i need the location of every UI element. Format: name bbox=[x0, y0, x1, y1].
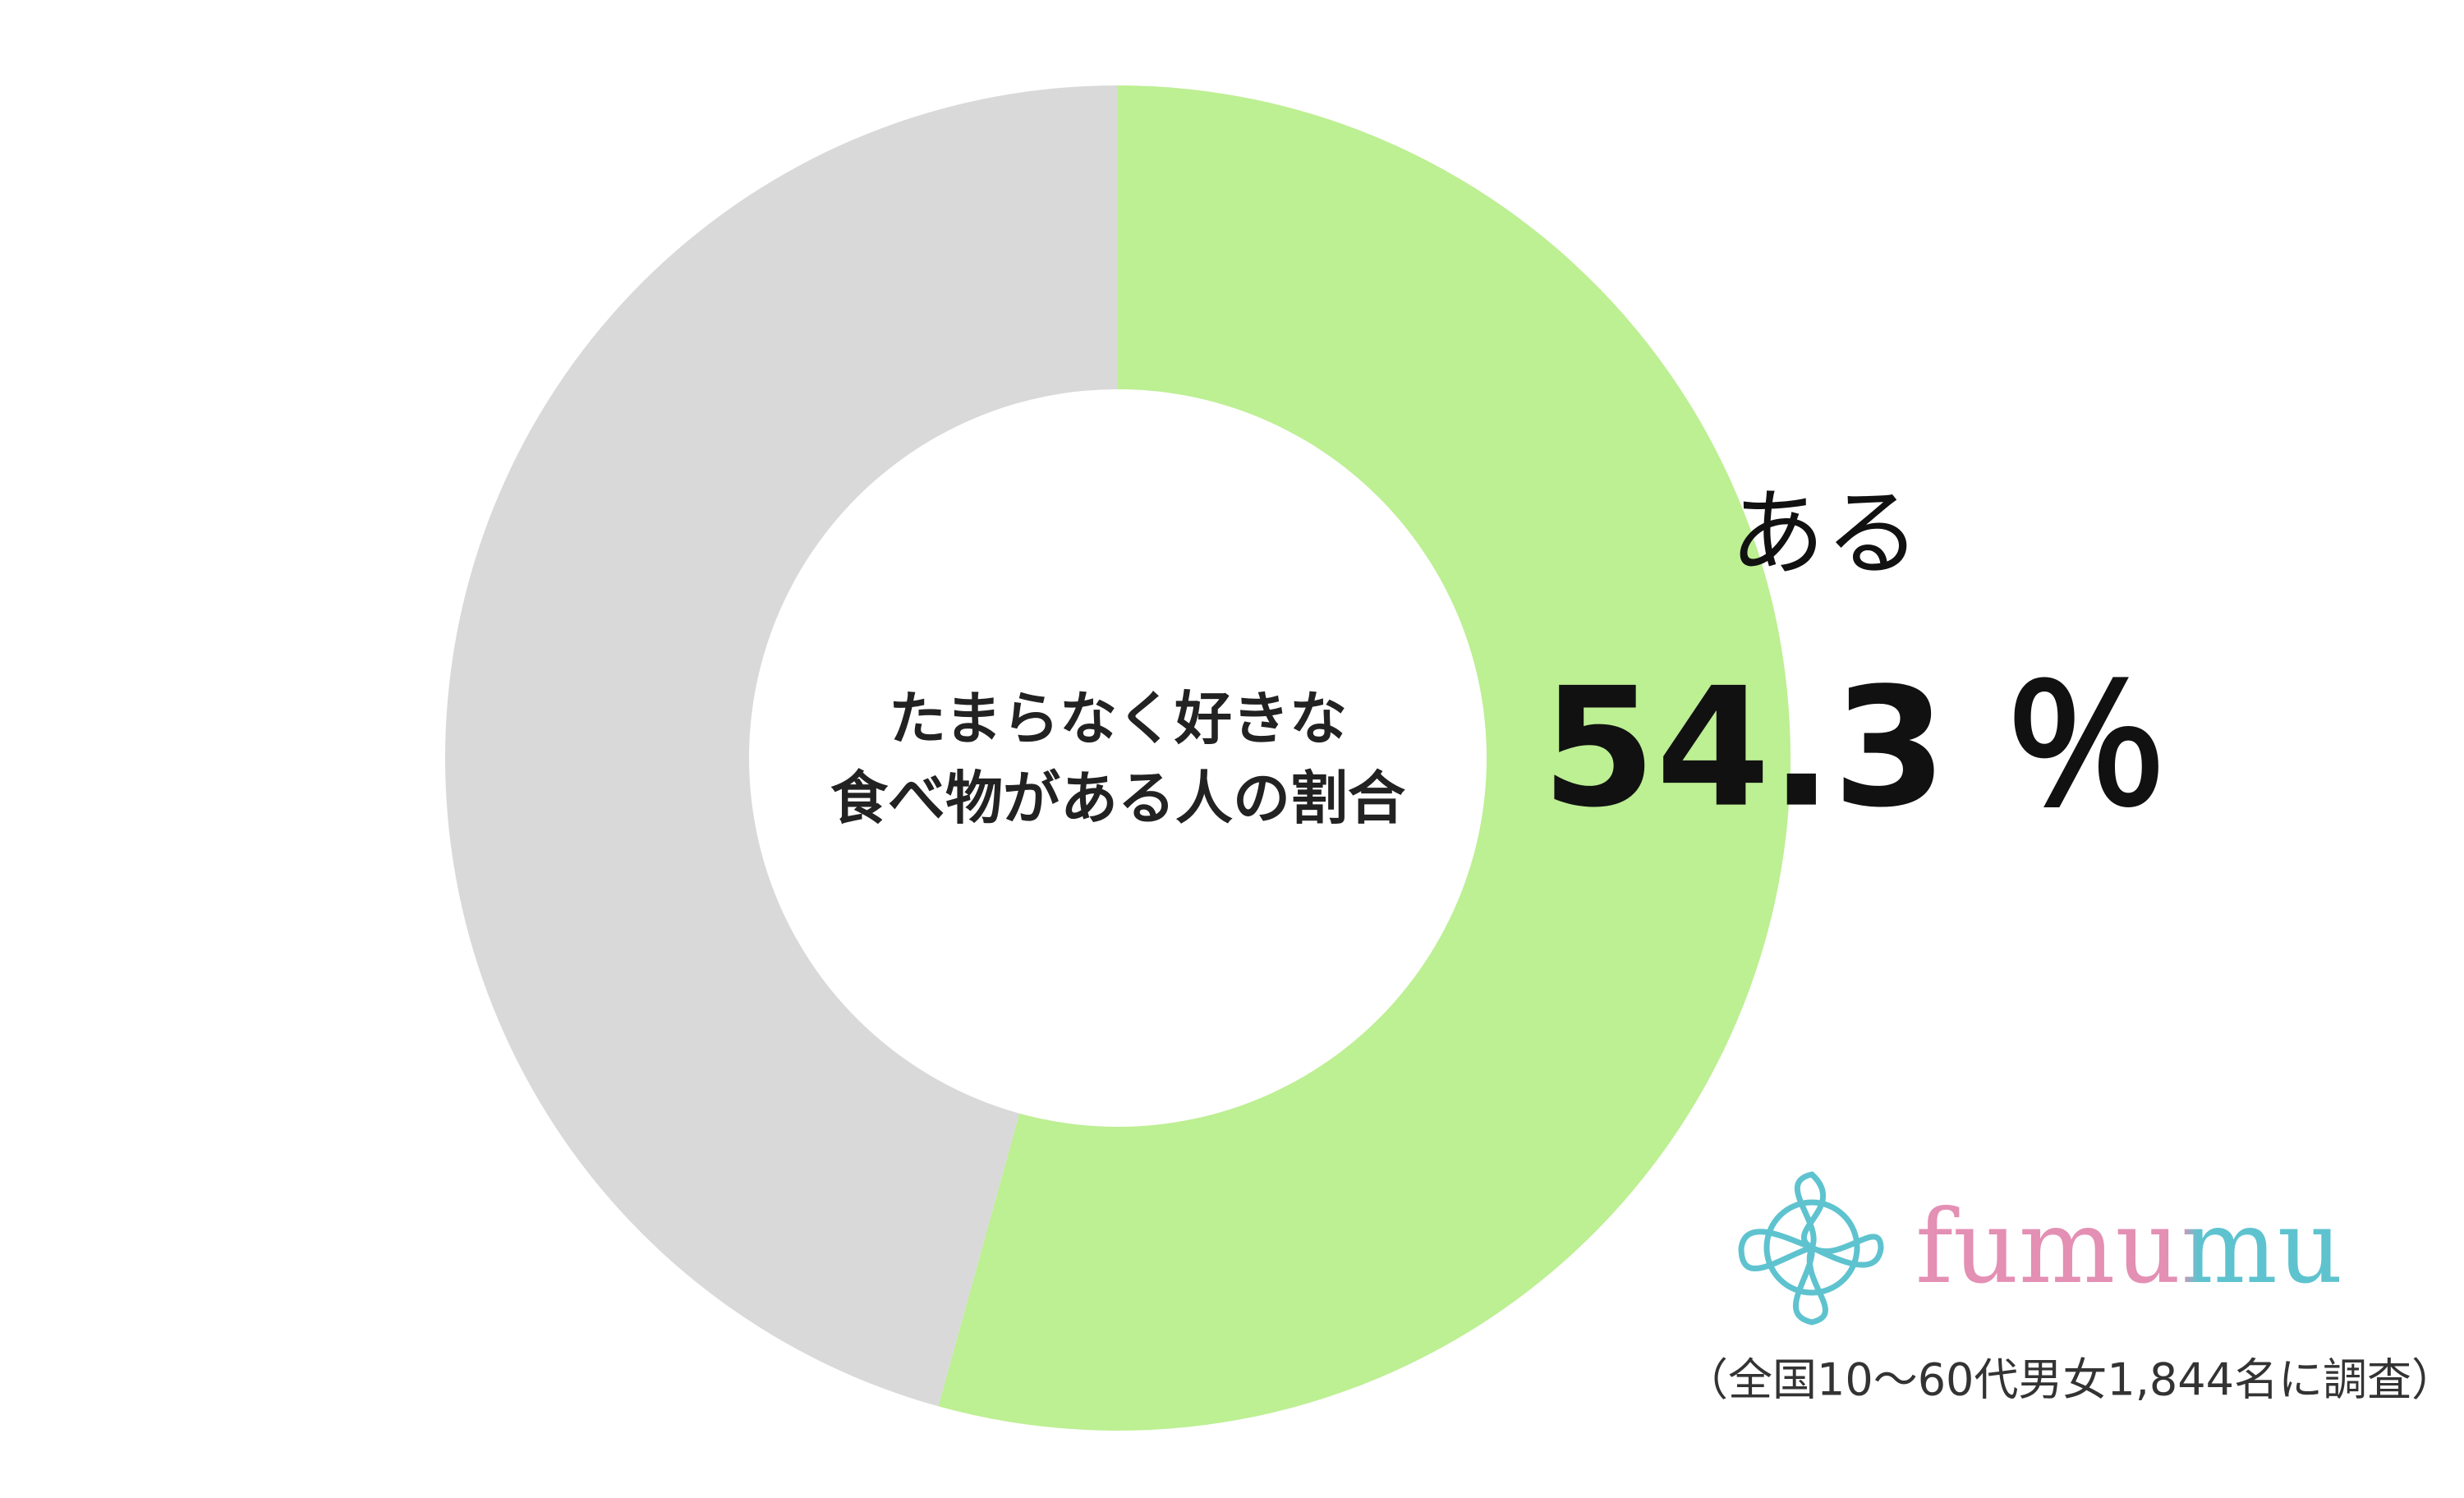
category-label: ある bbox=[1730, 479, 1920, 590]
brand-logo-icon bbox=[1738, 1171, 1884, 1326]
brand-logo: fumumu bbox=[1915, 1188, 2343, 1307]
chart-title-line: たまらなく好きな bbox=[889, 685, 1347, 752]
footnote: （全国10～60代男女1,844名に調査） bbox=[1684, 1354, 2456, 1406]
donut bbox=[445, 85, 1791, 1431]
value-label: 54.3 ％ bbox=[1542, 653, 2168, 844]
chart-title-line: 食べ物がある人の割合 bbox=[830, 765, 1405, 832]
slice bbox=[445, 85, 1118, 1407]
slice bbox=[938, 85, 1791, 1431]
